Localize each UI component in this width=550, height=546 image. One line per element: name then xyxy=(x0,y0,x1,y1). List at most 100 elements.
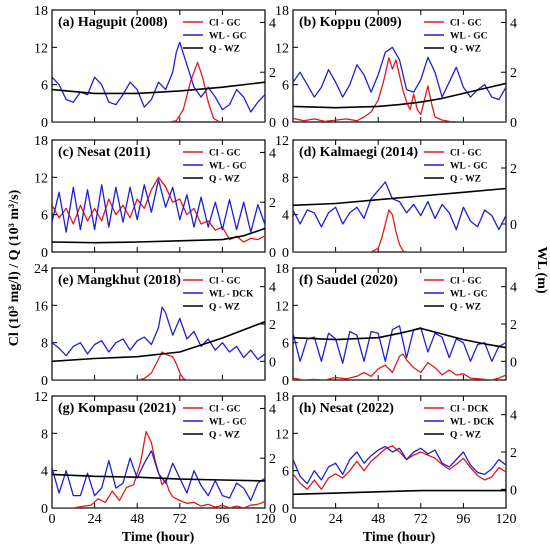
legend-label: Q - WZ xyxy=(209,303,240,313)
y-tick-label-left: 16 xyxy=(34,299,48,314)
y-tick-label-left: 4 xyxy=(41,465,48,480)
series-line-q-wz xyxy=(293,489,506,496)
series-line-cl-gc xyxy=(52,351,265,380)
series-group xyxy=(52,176,265,244)
y-tick-label-right: 2 xyxy=(269,66,276,81)
series-line-wl-dck xyxy=(293,445,506,485)
y-tick-label-right: 4 xyxy=(269,281,276,296)
series-line-cl-gc xyxy=(293,209,506,252)
panel-title: (c) Nesat (2011) xyxy=(58,145,151,160)
chart-panel-4: 0 4 8 12 0 2 (d) Kalmaegi (2014) Cl - GC WL - GC… xyxy=(275,134,517,261)
plot-frame xyxy=(292,9,507,123)
y-tick-label-left: 0 xyxy=(41,502,48,517)
series-line-wl-gc xyxy=(52,179,265,233)
y-tick-label-left: 18 xyxy=(275,390,289,405)
series-group xyxy=(52,306,265,380)
x-tick-label: 72 xyxy=(173,512,187,527)
y-tick-label-left: 24 xyxy=(34,262,48,277)
x-axis-label-right: Time (hour) xyxy=(363,530,436,545)
x-tick-label: 72 xyxy=(414,512,428,527)
legend-label: Q - WZ xyxy=(450,303,481,313)
y-tick-label-right: 2 xyxy=(510,446,517,461)
legend-label: Cl - GC xyxy=(209,405,241,415)
legend-label: Cl - GC xyxy=(209,149,241,159)
y-tick-label-right: 0 xyxy=(269,355,276,370)
y-tick-label-right: 0 xyxy=(510,218,517,233)
series-line-q-wz xyxy=(293,82,506,109)
legend-label: Q - WZ xyxy=(450,175,481,185)
y-tick-label-right: 2 xyxy=(269,452,276,467)
series-group xyxy=(52,41,265,122)
y-tick-label-left: 0 xyxy=(282,374,289,389)
series-line-q-wz xyxy=(293,187,506,207)
legend-label: WL - GC xyxy=(450,290,488,300)
y-tick-label-right: 0 xyxy=(510,116,517,131)
legend-label: Cl - GC xyxy=(450,19,482,29)
legend-label: Cl - GC xyxy=(450,277,482,287)
series-line-q-wz xyxy=(52,473,265,482)
y-tick-label-right: 0 xyxy=(510,483,517,498)
chart-panel-1: 0 6 12 18 0 2 4 (a) Hagupit (2008) Cl - GC WL - G… xyxy=(34,4,276,131)
legend-label: WL - GC xyxy=(209,162,247,172)
legend-label: Q - WZ xyxy=(209,45,240,55)
legend-label: WL - GC xyxy=(209,32,247,42)
series-line-cl-dck xyxy=(293,445,506,490)
y-tick-label-left: 8 xyxy=(41,427,48,442)
y-tick-label-left: 6 xyxy=(282,79,289,94)
y-tick-label-left: 6 xyxy=(41,209,48,224)
y-tick-label-left: 6 xyxy=(41,79,48,94)
y-tick-label-right: 2 xyxy=(510,318,517,333)
plot-frame xyxy=(292,139,507,253)
series-line-wl-gc xyxy=(293,325,506,364)
y-tick-label-left: 12 xyxy=(275,427,289,442)
legend-label: Cl - DCK xyxy=(450,405,489,415)
y-axis-label-left: Cl (10³ mg/l) / Q (10³ m³/s) xyxy=(7,189,22,346)
chart-panel-3: 0 6 12 18 0 2 4 (c) Nesat (2011) Cl - GC WL - GC Q… xyxy=(34,134,276,261)
y-tick-label-left: 12 xyxy=(275,134,289,149)
chart-panel-6: 0 6 12 18 0 2 4 (f) Saudel (2020) Cl - GC WL - GC… xyxy=(275,262,517,389)
series-line-q-wz xyxy=(52,81,265,95)
y-tick-label-right: 0 xyxy=(510,355,517,370)
legend-label: WL - DCK xyxy=(209,290,254,300)
legend-label: Q - WZ xyxy=(209,175,240,185)
series-line-wl-dck xyxy=(52,306,265,361)
legend-label: WL - DCK xyxy=(450,418,495,428)
legend-label: WL - GC xyxy=(450,32,488,42)
series-line-q-wz xyxy=(52,320,265,363)
y-tick-label-right: 4 xyxy=(510,281,517,296)
y-tick-label-left: 18 xyxy=(34,4,48,19)
x-tick-label: 0 xyxy=(49,512,56,527)
legend-label: WL - GC xyxy=(209,418,247,428)
y-tick-label-left: 18 xyxy=(275,4,289,19)
series-line-wl-gc xyxy=(293,181,506,231)
legend-label: Q - WZ xyxy=(209,431,240,441)
y-tick-label-left: 6 xyxy=(282,337,289,352)
y-tick-label-left: 0 xyxy=(41,246,48,261)
panel-title: (a) Hagupit (2008) xyxy=(58,15,168,30)
series-group xyxy=(293,325,506,380)
series-line-cl-gc xyxy=(52,430,265,508)
series-line-cl-gc xyxy=(52,176,265,243)
y-tick-label-right: 0 xyxy=(269,116,276,131)
y-tick-label-left: 12 xyxy=(34,41,48,56)
legend-label: Q - WZ xyxy=(450,45,481,55)
x-tick-label: 0 xyxy=(290,512,297,527)
y-tick-label-right: 2 xyxy=(510,162,517,177)
x-tick-label: 24 xyxy=(88,512,102,527)
x-tick-label: 120 xyxy=(496,512,517,527)
y-tick-label-right: 2 xyxy=(269,318,276,333)
panel-title: (b) Koppu (2009) xyxy=(299,15,402,30)
series-group xyxy=(52,430,265,508)
y-tick-label-right: 2 xyxy=(269,196,276,211)
legend-label: Cl - GC xyxy=(209,277,241,287)
x-tick-label: 96 xyxy=(215,512,229,527)
series-line-wl-gc xyxy=(52,450,265,502)
chart-panel-2: 0 6 12 18 0 2 4 (b) Koppu (2009) Cl - GC WL - GC Q… xyxy=(275,4,517,131)
series-line-cl-gc xyxy=(293,353,506,380)
legend-label: WL - GC xyxy=(450,162,488,172)
legend-label: Cl - GC xyxy=(209,19,241,29)
y-tick-label-left: 8 xyxy=(41,337,48,352)
y-tick-label-left: 12 xyxy=(34,390,48,405)
